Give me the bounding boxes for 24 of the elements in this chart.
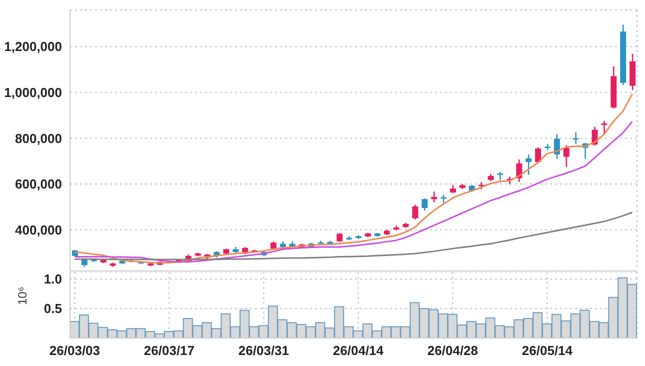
candlestick — [601, 120, 608, 136]
line-series — [74, 120, 634, 263]
y-tick-label: 600,000 — [15, 176, 62, 192]
x-tick-label: 26/05/14 — [522, 343, 574, 358]
x-tick-label: 26/04/14 — [332, 343, 384, 358]
line-series — [74, 93, 634, 264]
candlestick — [554, 133, 560, 160]
y-tick-label: 1,200,000 — [4, 39, 62, 54]
y-tick-label: 1.0 — [44, 272, 62, 287]
candlestick — [572, 132, 579, 145]
y-tick-label: 0.5 — [44, 301, 62, 316]
y-tick-label: 800,000 — [15, 130, 62, 146]
candlestick — [497, 171, 504, 182]
candlestick — [412, 204, 418, 220]
x-tick-label: 26/04/28 — [427, 343, 478, 358]
x-tick-label: 26/03/03 — [49, 343, 100, 358]
candlestick — [526, 154, 532, 176]
y-tick-label: 400,000 — [15, 222, 62, 238]
y-axis-title: 10⁶ — [15, 286, 30, 305]
candlestick — [422, 198, 428, 212]
y-tick-label: 1,000,000 — [4, 85, 62, 100]
candlestick — [563, 144, 570, 168]
x-tick-label: 26/03/31 — [238, 343, 290, 358]
x-tick-label: 26/03/17 — [144, 343, 195, 358]
